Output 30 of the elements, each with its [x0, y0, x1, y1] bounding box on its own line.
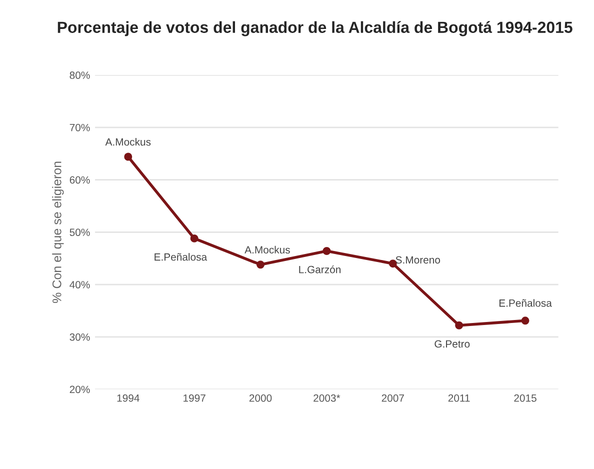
- y-tick-label: 50%: [70, 228, 90, 236]
- annotation: A.Mockus: [105, 138, 151, 146]
- chart-title: Porcentaje de votos del ganador de la Alcaldía de Bogotá 1994-2015: [58, 21, 572, 36]
- y-tick-label: 80%: [70, 72, 90, 79]
- point: [521, 316, 530, 325]
- point: [124, 152, 132, 161]
- y-tick-label: 70%: [70, 124, 90, 132]
- point: [388, 260, 397, 268]
- point: [190, 234, 198, 242]
- annotation: G.Petro: [434, 340, 470, 348]
- x-tick-label: 1997: [184, 394, 206, 402]
- point: [256, 260, 265, 269]
- point: [322, 247, 331, 255]
- annotation: E.Peñalosa: [154, 253, 208, 261]
- annotation: A.Mockus: [244, 246, 290, 254]
- x-tick-label: 2015: [514, 394, 536, 402]
- y-tick-label: 60%: [70, 176, 90, 184]
- x-tick-label: 2007: [382, 394, 404, 402]
- annotation: L.Garzón: [299, 265, 341, 274]
- y-tick-label: 30%: [70, 333, 90, 341]
- y-tick-label: 20%: [70, 386, 90, 394]
- point: [455, 321, 464, 330]
- x-tick-label: 2000: [249, 394, 272, 402]
- y-tick-label: 40%: [70, 281, 90, 288]
- y-axis-title: % Con el que se eligieron: [52, 162, 64, 303]
- x-tick-label: 2003*: [314, 394, 340, 402]
- x-tick-label: 2011: [448, 394, 470, 402]
- annotation: S.Moreno: [396, 256, 440, 264]
- x-tick-label: 1994: [117, 394, 140, 402]
- annotation: E.Peñalosa: [499, 299, 552, 307]
